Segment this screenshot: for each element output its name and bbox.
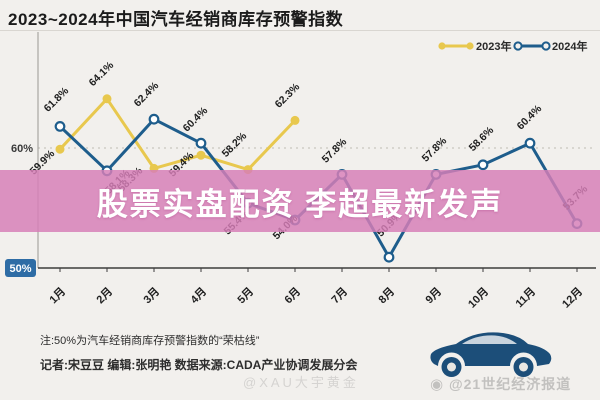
footnote-threshold: 注:50%为汽车经销商库存预警指数的“荣枯线” [40, 335, 260, 347]
car-wheel-front-hub [519, 362, 528, 372]
x-tick-label-2月: 2月 [94, 285, 115, 306]
data-label-2024年-9月: 57.8% [420, 135, 450, 165]
data-label-2024年-3月: 62.4% [132, 79, 162, 109]
data-label-2023年-6月: 62.3% [273, 81, 303, 111]
x-tick-label-6月: 6月 [282, 285, 303, 306]
overlay-ad-banner[interactable]: 股票实盘配资 李超最新发声 [0, 170, 600, 232]
car-window [462, 335, 517, 344]
legend-marker-2024年 [541, 41, 551, 51]
data-point-2024年-8月 [383, 251, 395, 263]
data-label-2023年-5月: 58.2% [220, 130, 250, 160]
legend-marker-2024年 [513, 41, 523, 51]
page-title: 2023~2024年中国汽车经销商库存预警指数 [8, 10, 344, 29]
x-tick-label-8月: 8月 [376, 285, 397, 306]
data-point-2023年-6月 [290, 115, 300, 125]
legend-marker-2023年 [466, 42, 474, 50]
legend-label-2023年: 2023年 [476, 39, 511, 53]
title-divider [0, 30, 600, 31]
x-tick-label-7月: 7月 [329, 285, 350, 306]
overlay-ad-banner-text: 股票实盘配资 李超最新发声 [96, 186, 504, 222]
publisher-logo-icon: ◉ [430, 376, 445, 393]
data-label-2024年-10月: 58.6% [467, 124, 497, 154]
footnote-credits: 记者:宋豆豆 编辑:张明艳 数据来源:CADA产业协调发展分会 [40, 358, 358, 372]
data-point-2024年-3月 [148, 113, 160, 125]
data-point-2024年-4月 [195, 137, 207, 149]
y-tick-60: 60% [11, 143, 33, 155]
car-wheel-rear-hub [447, 362, 456, 372]
data-point-2024年-10月 [477, 159, 489, 171]
x-tick-label-9月: 9月 [423, 285, 444, 306]
data-point-2023年-2月 [102, 94, 112, 104]
y-tick-50: 50% [9, 263, 31, 275]
data-label-2024年-7月: 57.8% [320, 136, 350, 166]
x-tick-label-10月: 10月 [465, 285, 491, 311]
data-label-2023年-2月: 64.1% [87, 59, 117, 89]
x-tick-label-5月: 5月 [235, 285, 256, 306]
threshold-badge [5, 259, 36, 277]
data-point-2024年-1月 [54, 120, 66, 132]
data-label-2024年-4月: 60.4% [181, 104, 211, 134]
x-tick-label-3月: 3月 [141, 285, 162, 306]
watermark-publisher: ◉ @21世纪经济报道 [430, 374, 571, 394]
x-tick-label-4月: 4月 [188, 285, 209, 306]
data-label-2024年-11月: 60.4% [515, 102, 545, 132]
legend-marker-2023年 [438, 42, 446, 50]
watermark-publisher-text: @21世纪经济报道 [448, 376, 572, 392]
data-point-2023年-1月 [55, 144, 65, 154]
data-label-2024年-1月: 61.8% [42, 85, 72, 115]
car-body [430, 332, 552, 366]
x-tick-label-1月: 1月 [47, 285, 68, 306]
x-tick-label-12月: 12月 [559, 285, 585, 311]
watermark-center: @XAU大宇黄金 [243, 375, 359, 390]
data-point-2024年-11月 [524, 137, 536, 149]
inventory-index-line-chart: 60%50%1月 2月 3月 4月 5月 6月 7月 8月 9月 10月 11月 12月59.9%64… [5, 32, 596, 311]
data-point-2023年-4月 [196, 150, 206, 160]
series-line-2023年 [58, 97, 297, 172]
legend-label-2024年: 2024年 [552, 39, 587, 53]
x-tick-label-11月: 11月 [513, 285, 538, 310]
car-illustration-icon [430, 332, 552, 377]
